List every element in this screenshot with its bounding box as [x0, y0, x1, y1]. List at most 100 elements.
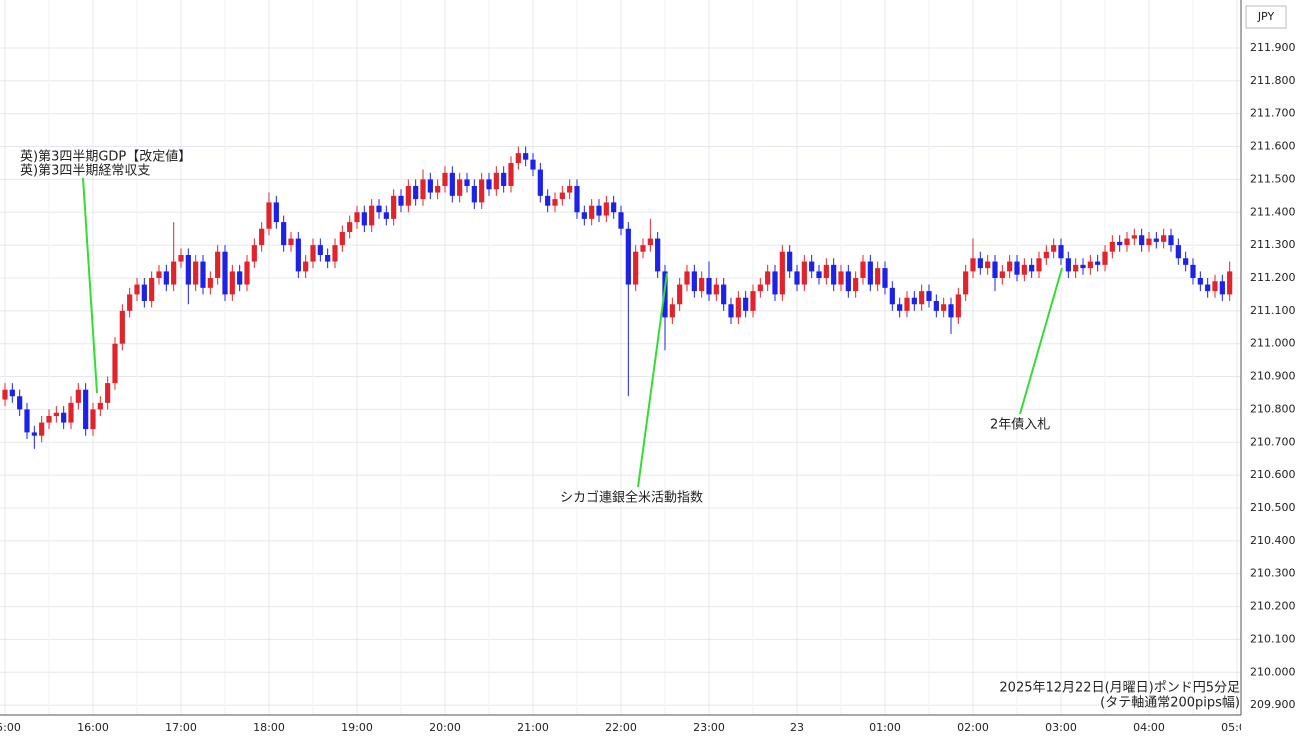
- y-tick-label: 211.000: [1250, 337, 1296, 350]
- y-tick-label: 209.900: [1250, 698, 1296, 711]
- candle-body: [875, 268, 881, 285]
- candle-body: [647, 238, 653, 246]
- candle-body: [750, 291, 756, 311]
- candle-body: [845, 271, 851, 292]
- candle-body: [112, 343, 118, 384]
- candle-body: [948, 304, 954, 318]
- candle-body: [677, 284, 683, 305]
- y-tick-label: 211.400: [1250, 205, 1296, 218]
- candle-body: [713, 284, 719, 295]
- candle-body: [618, 212, 624, 229]
- candle-body: [105, 383, 111, 403]
- x-tick-label: 01:00: [869, 721, 901, 734]
- candle-body: [963, 271, 969, 295]
- candle-body: [244, 261, 250, 285]
- candle-body: [1065, 258, 1071, 272]
- candle-body: [721, 284, 727, 305]
- x-tick-label: 05:00: [1221, 721, 1253, 734]
- candle-body: [1014, 261, 1020, 275]
- candle-body: [970, 258, 976, 272]
- candle-body: [941, 304, 947, 311]
- candle-body: [1117, 241, 1123, 246]
- candle-body: [1007, 261, 1013, 272]
- currency-box: [1245, 5, 1287, 29]
- candle-body: [1183, 258, 1189, 265]
- candle-body: [691, 271, 697, 292]
- candle-body: [24, 409, 30, 433]
- candle-body: [853, 277, 859, 292]
- candle-body: [90, 409, 96, 430]
- candle-body: [39, 422, 45, 436]
- candle-body: [493, 172, 499, 190]
- y-tick-label: 211.600: [1250, 140, 1296, 153]
- candle-body: [530, 159, 536, 170]
- candle-body: [9, 389, 15, 397]
- candle-body: [1146, 238, 1152, 246]
- candle-body: [75, 389, 81, 403]
- x-tick-label: 22:00: [605, 721, 637, 734]
- candle-body: [46, 415, 52, 423]
- candle-body: [625, 228, 631, 285]
- candle-body: [1124, 238, 1130, 246]
- candle-body: [310, 245, 316, 262]
- candle-body: [31, 432, 37, 436]
- candle-body: [765, 271, 771, 285]
- candle-body: [911, 297, 917, 305]
- candle-body: [1095, 261, 1101, 265]
- candle-body: [567, 185, 573, 193]
- candle-body: [229, 271, 235, 295]
- candle-body: [684, 271, 690, 285]
- candle-body: [933, 300, 939, 311]
- candle-body: [1153, 238, 1159, 242]
- y-tick-label: 210.700: [1250, 435, 1296, 448]
- candle-body: [347, 222, 353, 232]
- candle-body: [1051, 245, 1057, 252]
- candle-body: [295, 238, 301, 272]
- candle-body: [728, 304, 734, 318]
- candle-body: [574, 185, 580, 213]
- candle-body: [743, 297, 749, 311]
- y-axis: 209.900 210.000 210.100 210.200 210.300 210.4…: [1250, 41, 1296, 711]
- candle-body: [1212, 281, 1218, 292]
- candle-body: [369, 205, 375, 226]
- candle-body: [127, 294, 133, 311]
- candle-body: [757, 284, 763, 292]
- candle-body: [794, 271, 800, 285]
- candle-body: [259, 228, 265, 246]
- candle-body: [831, 264, 837, 285]
- x-tick-label: 23: [790, 721, 804, 734]
- candle-body: [405, 185, 411, 206]
- candle-body: [237, 271, 243, 285]
- candle-body: [897, 304, 903, 311]
- candle-body: [61, 412, 67, 423]
- candle-body: [999, 271, 1005, 278]
- candle-body: [200, 261, 206, 288]
- candle-body: [1029, 264, 1035, 272]
- candle-body: [83, 389, 89, 430]
- x-tick-label: 16:00: [77, 721, 109, 734]
- candle-body: [1139, 235, 1145, 246]
- currency-label: JPY: [1257, 10, 1275, 23]
- candle-body: [882, 268, 888, 288]
- x-tick-label: 19:00: [341, 721, 373, 734]
- annotations: 英)第3四半期GDP【改定値】 英)第3四半期経常収支 シカゴ連銀全米活動指数 …: [20, 149, 1240, 711]
- annotation-line: [82, 177, 98, 394]
- y-tick-label: 210.100: [1250, 632, 1296, 645]
- candle-body: [735, 297, 741, 318]
- candle-body: [303, 261, 309, 272]
- y-tick-label: 210.300: [1250, 567, 1296, 580]
- candle-body: [1175, 245, 1181, 259]
- candle-body: [17, 396, 23, 410]
- candle-body: [838, 271, 844, 285]
- candle-body: [427, 179, 433, 193]
- candle-body: [992, 261, 998, 278]
- candle-body: [383, 212, 389, 219]
- annotation-text: シカゴ連銀全米活動指数: [560, 490, 703, 506]
- candle-body: [1043, 251, 1049, 259]
- candle-body: [1227, 271, 1233, 295]
- candle-body: [1080, 264, 1086, 269]
- candles: [2, 146, 1233, 449]
- candle-body: [53, 412, 59, 416]
- candle-body: [1058, 245, 1064, 259]
- candle-body: [633, 251, 639, 285]
